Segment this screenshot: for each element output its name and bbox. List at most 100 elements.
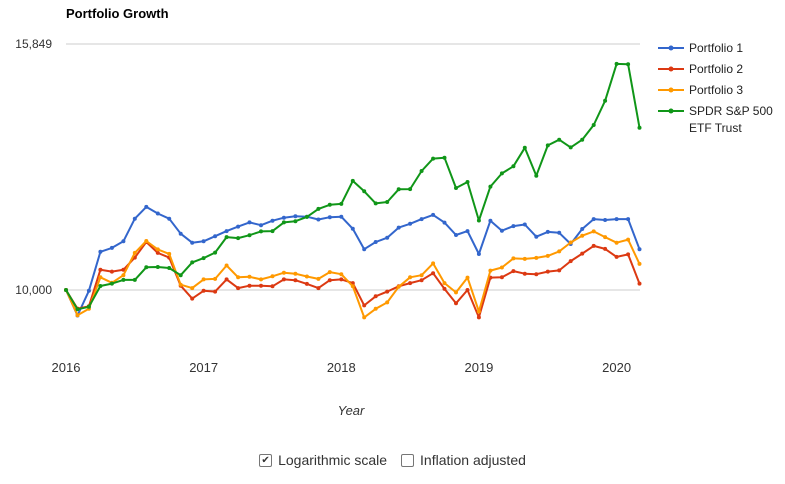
data-point	[86, 288, 91, 293]
data-point	[247, 283, 252, 288]
inflation-adjusted-toggle[interactable]: Inflation adjusted	[401, 449, 526, 471]
data-point	[557, 268, 562, 273]
data-point	[213, 276, 218, 281]
data-point	[442, 281, 447, 286]
legend-label: ETF Trust	[689, 121, 742, 135]
data-point	[167, 266, 172, 270]
data-point	[419, 217, 424, 222]
data-point	[637, 281, 642, 286]
data-point	[167, 216, 172, 221]
legend-swatch-dot	[668, 66, 674, 72]
data-point	[603, 235, 608, 240]
data-point	[281, 270, 286, 275]
checkmark-icon: ✔	[261, 454, 270, 466]
data-point	[534, 255, 539, 260]
data-point	[98, 275, 103, 280]
data-point	[144, 239, 149, 243]
data-point	[327, 278, 332, 283]
data-point	[316, 286, 321, 291]
data-point	[155, 265, 160, 269]
data-point	[522, 222, 527, 227]
data-point	[534, 173, 539, 178]
legend-label: SPDR S&P 500	[689, 104, 773, 118]
data-point	[454, 233, 458, 237]
data-point	[362, 303, 367, 308]
data-point	[568, 259, 573, 264]
data-point	[98, 267, 103, 272]
data-point	[545, 269, 550, 274]
data-point	[270, 229, 275, 234]
data-point	[442, 155, 447, 160]
data-point	[580, 227, 585, 231]
log-scale-toggle[interactable]: ✔ Logarithmic scale	[259, 449, 387, 471]
data-point	[224, 277, 229, 282]
data-point	[339, 201, 344, 206]
data-point	[511, 269, 516, 274]
data-point	[259, 223, 263, 228]
data-point	[144, 265, 149, 270]
data-point	[499, 228, 504, 233]
data-point	[293, 214, 298, 219]
data-point	[499, 275, 504, 280]
data-point	[247, 274, 252, 279]
data-point	[121, 273, 126, 278]
data-point	[419, 278, 424, 283]
data-point	[580, 251, 585, 256]
data-point	[591, 123, 596, 127]
data-point	[259, 277, 263, 282]
data-point	[476, 309, 481, 314]
data-point	[408, 221, 413, 226]
data-point	[557, 249, 562, 254]
inflation-adjusted-label: Inflation adjusted	[420, 452, 526, 468]
data-point	[293, 271, 298, 276]
data-point	[178, 273, 183, 278]
x-tick-label: 2016	[52, 360, 81, 375]
data-point	[64, 288, 68, 292]
data-point	[190, 240, 195, 245]
data-point	[75, 307, 80, 312]
data-point	[499, 171, 504, 176]
data-point	[591, 243, 596, 248]
data-point	[270, 284, 275, 289]
data-point	[408, 281, 413, 286]
data-point	[121, 239, 126, 244]
log-scale-checkbox[interactable]: ✔	[259, 453, 273, 467]
data-point	[511, 256, 516, 261]
y-tick-label: 15,849	[15, 37, 52, 51]
data-point	[316, 217, 321, 222]
data-point	[327, 202, 332, 207]
data-point	[476, 252, 481, 256]
data-point	[224, 229, 229, 234]
data-point	[339, 277, 344, 282]
data-point	[385, 200, 390, 204]
data-point	[385, 235, 390, 240]
data-point	[603, 98, 608, 103]
log-scale-label: Logarithmic scale	[278, 452, 388, 468]
data-point	[476, 218, 481, 223]
data-point	[281, 277, 286, 282]
inflation-adjusted-checkbox[interactable]	[401, 453, 415, 467]
data-point	[568, 145, 573, 150]
legend-label: Portfolio 1	[689, 41, 743, 55]
data-point	[442, 220, 447, 225]
data-point	[408, 275, 413, 280]
data-point	[488, 268, 493, 273]
data-point	[511, 164, 516, 169]
data-point	[431, 156, 436, 161]
data-point	[109, 245, 114, 250]
data-point	[545, 229, 550, 234]
data-point	[121, 267, 126, 272]
data-point	[213, 234, 218, 239]
data-point	[465, 288, 470, 292]
data-point	[557, 230, 562, 235]
data-point	[534, 272, 539, 277]
data-point	[304, 274, 309, 279]
data-point	[637, 125, 642, 130]
data-point	[236, 286, 241, 291]
data-point	[155, 250, 160, 255]
data-point	[454, 301, 458, 306]
data-point	[259, 229, 263, 234]
data-point	[178, 282, 183, 287]
